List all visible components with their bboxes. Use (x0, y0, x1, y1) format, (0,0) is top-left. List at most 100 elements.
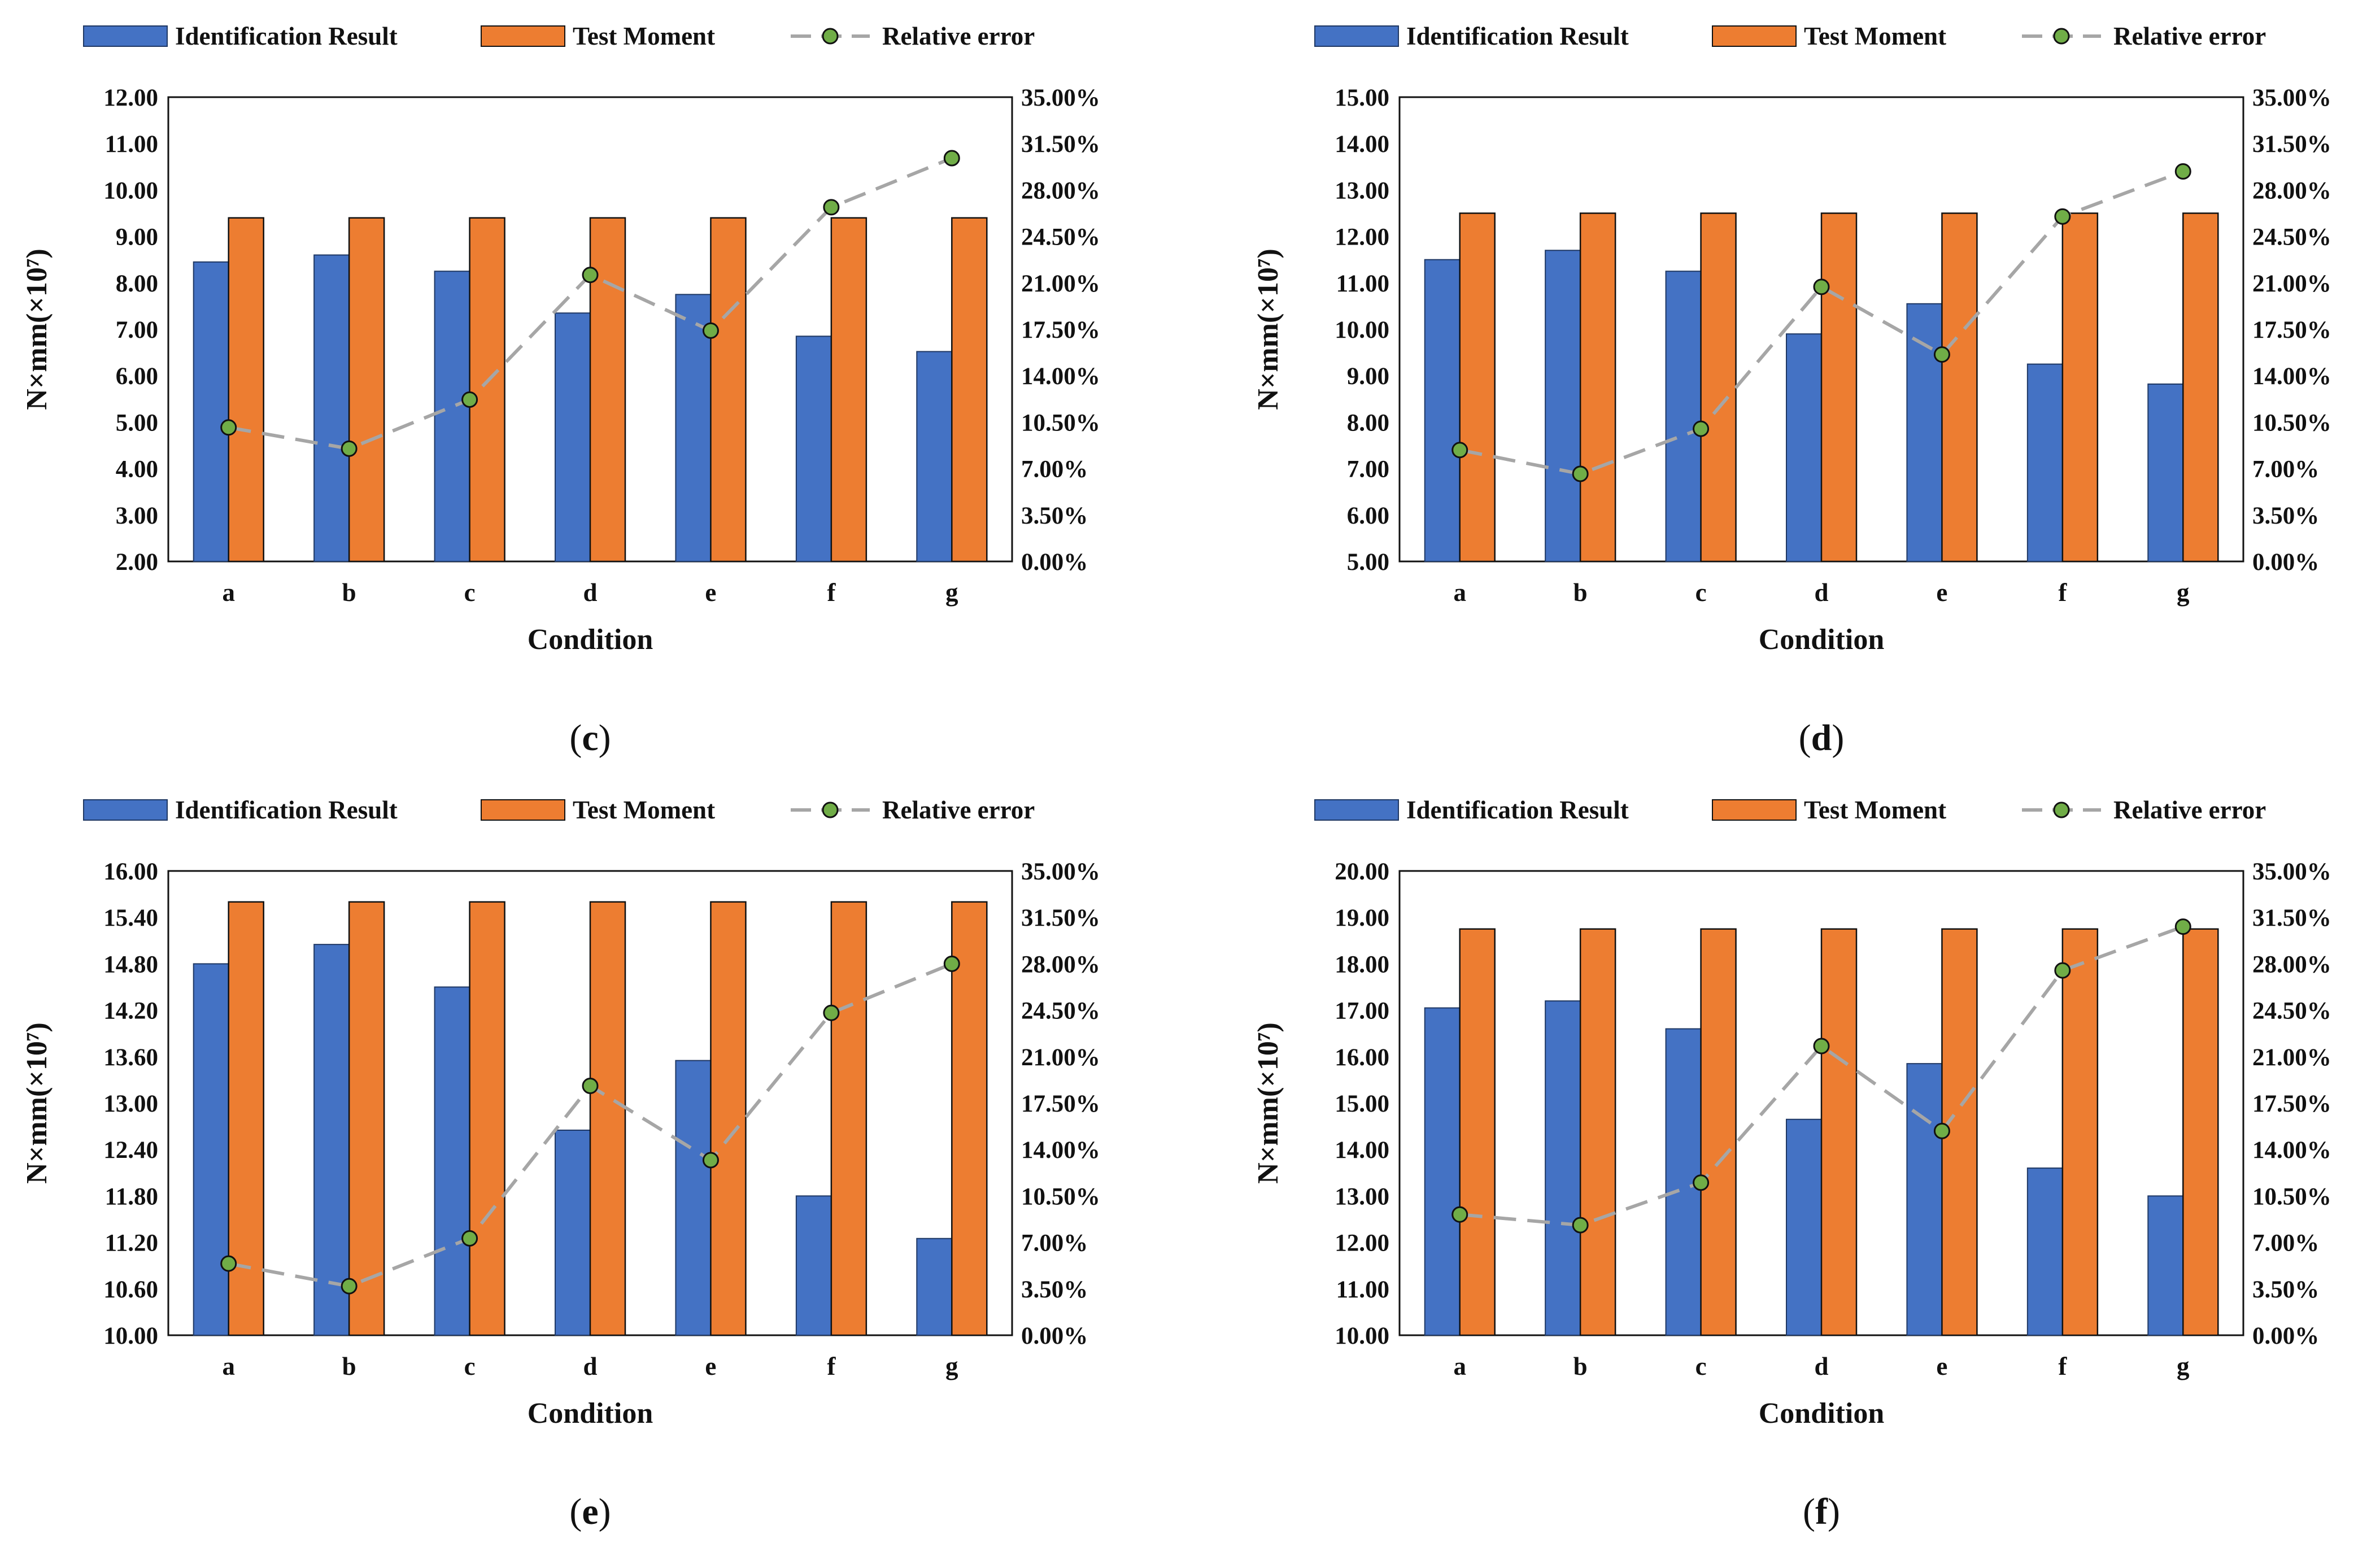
bar-identification-a (193, 261, 229, 562)
left-y-axis: 20.00 19.00 18.00 17.00 16.00 15.00 14.00 13.00… (1335, 859, 1389, 1349)
y2-tick-label: 21.00% (2252, 271, 2331, 297)
chart-svg: Identification Result Test Moment Relative… (1252, 796, 2331, 1532)
x-tick-label-a: a (222, 1352, 235, 1380)
bar-identification-b (313, 944, 350, 1336)
bar-identification-b (1545, 1000, 1581, 1336)
x-tick-label-f: f (2058, 1352, 2067, 1380)
y2-tick-label: 7.00% (2252, 456, 2319, 483)
legend-swatch-identification (83, 25, 168, 47)
bar-test-f (830, 901, 868, 1336)
y-tick-label: 10.00 (103, 177, 158, 204)
y2-tick-label: 14.00% (1021, 1137, 1100, 1164)
chart-panel-e: Identification Result Test Moment Relative… (0, 774, 1190, 1549)
bar-identification-d (1786, 333, 1822, 562)
bar-test-g (951, 217, 988, 563)
y2-tick-label: 21.00% (2252, 1044, 2331, 1071)
y-tick-label: 15.00 (1335, 85, 1389, 111)
y-tick-label: 10.60 (103, 1276, 158, 1303)
legend-label-identification: Identification Result (1406, 22, 1629, 50)
x-axis-title: Condition (528, 624, 653, 656)
legend: Identification Result Test Moment Relative… (1314, 796, 2266, 824)
y2-tick-label: 17.50% (2252, 1091, 2331, 1117)
x-tick-label-e: e (1936, 1352, 1947, 1380)
y-tick-label: 13.00 (1335, 1183, 1389, 1210)
y-tick-label: 14.00 (1335, 131, 1389, 158)
bar-test-c (1700, 928, 1737, 1336)
bar-identification-e (1906, 1063, 1943, 1336)
y-tick-label: 10.00 (1335, 317, 1389, 343)
bar-test-e (710, 901, 747, 1336)
bar-identification-d (555, 312, 591, 562)
bar-identification-e (675, 1060, 712, 1336)
error-point-c (461, 391, 478, 408)
y-axis-title: N×mm(×10⁷) (21, 249, 53, 410)
bar-test-b (1579, 928, 1616, 1336)
error-point-c (461, 1230, 478, 1247)
x-axis-title: Condition (1759, 624, 1885, 656)
x-tick-label-b: b (342, 1352, 356, 1380)
x-axis-title: Condition (1759, 1397, 1885, 1430)
y2-tick-label: 21.00% (1021, 1044, 1100, 1071)
error-point-e (1933, 346, 1950, 363)
y-tick-label: 12.00 (1335, 1230, 1389, 1257)
legend-label-error: Relative error (2113, 796, 2266, 824)
y2-tick-label: 3.50% (1021, 1276, 1088, 1303)
error-point-c (1693, 420, 1710, 437)
error-point-g (943, 150, 960, 167)
y2-tick-label: 31.50% (1021, 905, 1100, 931)
bars (193, 217, 988, 563)
y2-tick-label: 35.00% (1021, 859, 1100, 885)
legend-swatch-test (481, 799, 565, 821)
y2-tick-label: 14.00% (2252, 1137, 2331, 1164)
bar-identification-f (795, 1195, 832, 1336)
y-tick-label: 11.00 (1336, 1276, 1389, 1303)
y2-tick-label: 10.50% (1021, 1183, 1100, 1210)
bar-identification-f (795, 336, 832, 563)
legend-marker-error (2053, 28, 2070, 45)
y-tick-label: 10.00 (103, 1323, 158, 1349)
error-point-b (1572, 465, 1589, 482)
legend-label-test: Test Moment (1804, 22, 1946, 50)
bar-test-a (1459, 928, 1496, 1336)
error-point-a (1451, 1206, 1468, 1223)
y-tick-label: 10.00 (1335, 1323, 1389, 1349)
y2-tick-label: 17.50% (1021, 1091, 1100, 1117)
legend: Identification Result Test Moment Relative… (83, 22, 1035, 50)
chart-panel-f: Identification Result Test Moment Relative… (1231, 774, 2380, 1549)
y2-tick-label: 0.00% (2252, 1323, 2319, 1349)
y-tick-label: 16.00 (103, 859, 158, 885)
y-axis-title: N×mm(×10⁷) (21, 1022, 53, 1184)
legend: Identification Result Test Moment Relative… (1314, 22, 2266, 50)
x-axis-title: Condition (528, 1397, 653, 1430)
x-tick-label-c: c (1695, 578, 1707, 607)
x-tick-label-c: c (1695, 1352, 1707, 1380)
y-tick-label: 6.00 (1347, 503, 1389, 529)
x-tick-label-e: e (705, 1352, 716, 1380)
bars (193, 901, 988, 1336)
y2-tick-label: 31.50% (2252, 131, 2331, 158)
bar-identification-g (916, 351, 953, 562)
right-y-axis: 35.00% 31.50% 28.00% 24.50% 21.00% 17.50% 14.0… (1021, 859, 1100, 1349)
error-point-b (341, 440, 358, 457)
bar-identification-g (2147, 1195, 2184, 1336)
legend-marker-error (822, 801, 839, 818)
y2-tick-label: 0.00% (1021, 549, 1088, 576)
bar-identification-a (1424, 259, 1461, 562)
y2-tick-label: 14.00% (2252, 363, 2331, 390)
bar-test-g (951, 901, 988, 1336)
error-point-b (341, 1278, 358, 1295)
x-tick-label-d: d (1814, 1352, 1828, 1380)
y-tick-label: 11.00 (1336, 271, 1389, 297)
y-tick-label: 11.80 (105, 1183, 158, 1210)
y-tick-label: 12.00 (103, 85, 158, 111)
chart-panel-d: Identification Result Test Moment Relative… (1231, 0, 2380, 776)
error-point-e (1933, 1122, 1950, 1139)
y2-tick-label: 28.00% (2252, 177, 2331, 204)
bar-test-c (469, 217, 505, 563)
left-y-axis: 15.00 14.00 13.00 12.00 11.00 10.00 9.00 8.00 7.… (1335, 85, 1389, 576)
y-tick-label: 5.00 (1347, 549, 1389, 576)
y2-tick-label: 24.50% (1021, 998, 1100, 1025)
y-tick-label: 11.00 (105, 131, 158, 158)
bar-test-g (2182, 928, 2219, 1336)
y-axis-title: N×mm(×10⁷) (1252, 1022, 1284, 1184)
